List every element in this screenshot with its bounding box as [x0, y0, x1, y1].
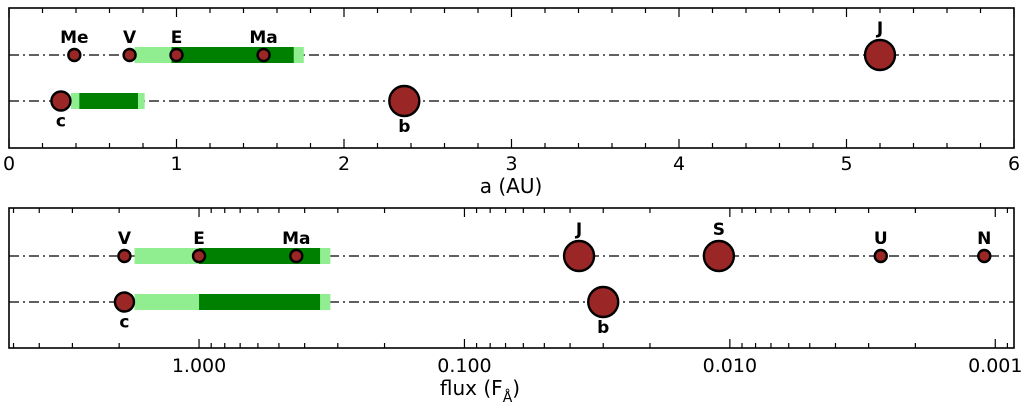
planet-label-b: b	[597, 318, 609, 338]
x-tick-label: 0.001	[968, 355, 1022, 377]
habitable-zone-conservative	[199, 248, 321, 264]
planet-marker-n	[977, 248, 992, 264]
planet-label-n: N	[977, 229, 991, 249]
x-tick-label: 4	[673, 153, 685, 175]
x-tick-label: 2	[338, 153, 350, 175]
habitable-zone-conservative	[79, 93, 138, 109]
panel-1-bodies: Me V E Ma Jc b	[50, 19, 897, 137]
planet-marker-ma	[256, 47, 271, 63]
panel-2-x-axis-label: flux (FÅ)	[440, 376, 520, 406]
x-tick-label: 0	[3, 153, 15, 175]
planet-label-c: c	[56, 112, 66, 132]
panel-1-x-ticks: 0 1 2 3 4 5 6	[3, 8, 1020, 175]
x-tick-label: 5	[840, 153, 852, 175]
panel-2-x-ticks: 1.000 0.100 0.010 0.001	[12, 208, 1022, 377]
planet-label-ma: Ma	[282, 229, 310, 249]
x-tick-label: 6	[1008, 153, 1020, 175]
habitable-zone-conservative	[199, 294, 321, 310]
planet-marker-v	[122, 47, 137, 63]
planet-marker-s	[702, 239, 736, 273]
planet-label-e: E	[193, 229, 205, 249]
planet-label-b: b	[398, 117, 410, 137]
planet-label-me: Me	[60, 28, 88, 48]
planet-marker-v	[117, 248, 132, 264]
planet-label-u: U	[874, 229, 888, 249]
panel-2-frame	[8, 207, 1015, 349]
panel-2-habitable-zones	[134, 248, 331, 310]
planet-marker-ma	[289, 248, 304, 264]
planet-marker-j	[863, 38, 897, 72]
panel-1-x-axis-label: a (AU)	[480, 174, 543, 198]
x-tick-label: 1.000	[172, 355, 226, 377]
planet-marker-c	[50, 90, 72, 112]
planet-label-v: V	[123, 28, 137, 48]
panel-2-x-axis-label-end: )	[512, 376, 520, 400]
planet-label-ma: Ma	[249, 28, 277, 48]
x-tick-label: 0.100	[437, 355, 491, 377]
planet-label-s: S	[713, 220, 725, 240]
planet-label-j: J	[575, 220, 582, 240]
x-tick-label: 0.010	[703, 355, 757, 377]
panel-1-frame	[8, 7, 1015, 149]
planet-marker-b	[587, 285, 620, 319]
planet-marker-me	[67, 47, 82, 63]
planet-marker-b	[388, 84, 421, 118]
x-tick-label: 1	[170, 153, 182, 175]
planet-label-j: J	[876, 19, 883, 39]
panel-semi-major-axis: 0 1 2 3 4 5 6 Me V E Ma Jc b a (AU)	[3, 7, 1020, 198]
planet-label-v: V	[118, 229, 132, 249]
planet-label-e: E	[171, 28, 183, 48]
x-tick-label: 3	[505, 153, 517, 175]
panel-2-bodies: MeVEMaJSUNcb	[113, 220, 992, 338]
planet-marker-e	[191, 248, 207, 264]
planet-marker-j	[562, 239, 596, 273]
planet-marker-u	[873, 248, 888, 264]
planet-marker-c	[113, 291, 136, 313]
habitable-zone-conservative	[171, 47, 294, 63]
planet-marker-e	[169, 47, 184, 63]
panel-2-x-axis-label-subscript: Å	[503, 389, 513, 406]
panel-2-x-axis-label-main: flux (F	[440, 376, 503, 400]
planet-label-c: c	[119, 313, 129, 333]
